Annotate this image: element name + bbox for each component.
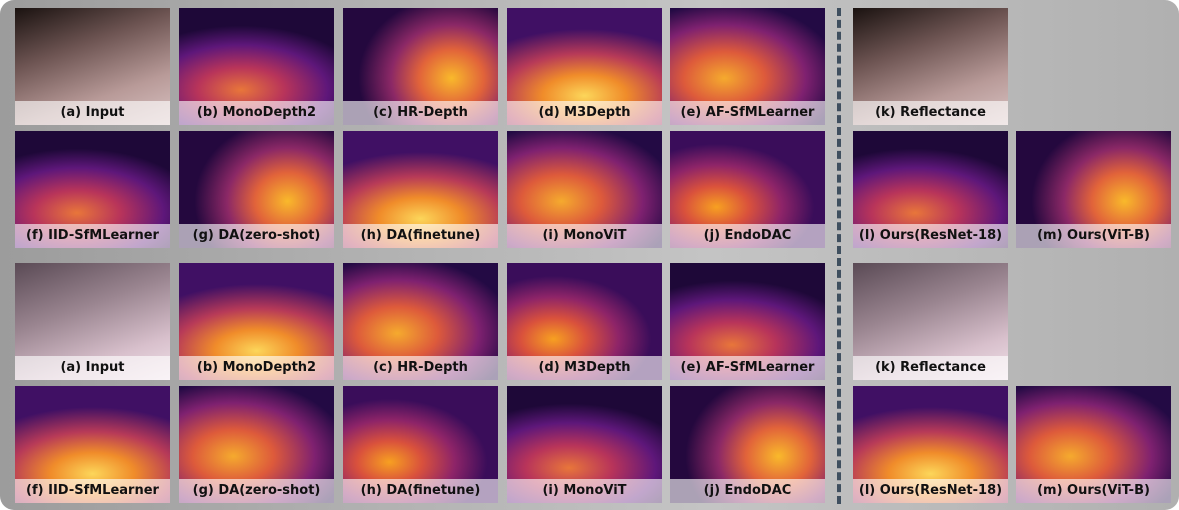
panel-label: (k) Reflectance — [853, 101, 1008, 125]
image-panel: (b) MonoDepth2 — [179, 263, 334, 380]
panel-label: (h) DA(finetune) — [343, 224, 498, 248]
image-panel: (d) M3Depth — [507, 263, 662, 380]
image-panel: (i) MonoViT — [507, 131, 662, 248]
panel-label: (c) HR-Depth — [343, 356, 498, 380]
image-panel: (h) DA(finetune) — [343, 386, 498, 503]
panel-label: (f) IID-SfMLearner — [15, 479, 170, 503]
image-panel: (e) AF-SfMLearner — [670, 263, 825, 380]
panel-label: (d) M3Depth — [507, 101, 662, 125]
image-panel: (d) M3Depth — [507, 8, 662, 125]
panel-label: (c) HR-Depth — [343, 101, 498, 125]
image-panel: (i) MonoViT — [507, 386, 662, 503]
image-panel: (c) HR-Depth — [343, 8, 498, 125]
panel-label: (e) AF-SfMLearner — [670, 356, 825, 380]
figure: (a) Input (b) MonoDepth2 (c) HR-Depth (d) M… — [0, 0, 1179, 510]
panel-label: (b) MonoDepth2 — [179, 101, 334, 125]
image-panel: (f) IID-SfMLearner — [15, 386, 170, 503]
panel-label: (j) EndoDAC — [670, 224, 825, 248]
panel-label: (m) Ours(ViT-B) — [1016, 224, 1171, 248]
image-panel: (k) Reflectance — [853, 263, 1008, 380]
panel-label: (b) MonoDepth2 — [179, 356, 334, 380]
panel-label: (m) Ours(ViT-B) — [1016, 479, 1171, 503]
image-panel: (a) Input — [15, 263, 170, 380]
panel-label: (i) MonoViT — [507, 479, 662, 503]
panel-label: (k) Reflectance — [853, 356, 1008, 380]
image-panel: (m) Ours(ViT-B) — [1016, 386, 1171, 503]
image-panel: (l) Ours(ResNet-18) — [853, 386, 1008, 503]
image-panel: (m) Ours(ViT-B) — [1016, 131, 1171, 248]
image-panel: (b) MonoDepth2 — [179, 8, 334, 125]
image-panel: (g) DA(zero-shot) — [179, 131, 334, 248]
panel-label: (g) DA(zero-shot) — [179, 479, 334, 503]
divider — [837, 8, 841, 504]
image-panel: (j) EndoDAC — [670, 386, 825, 503]
image-panel: (h) DA(finetune) — [343, 131, 498, 248]
image-panel: (e) AF-SfMLearner — [670, 8, 825, 125]
panel-label: (j) EndoDAC — [670, 479, 825, 503]
image-panel: (c) HR-Depth — [343, 263, 498, 380]
panel-label: (g) DA(zero-shot) — [179, 224, 334, 248]
image-panel: (f) IID-SfMLearner — [15, 131, 170, 248]
panel-label: (l) Ours(ResNet-18) — [853, 224, 1008, 248]
panel-label: (i) MonoViT — [507, 224, 662, 248]
panel-label: (l) Ours(ResNet-18) — [853, 479, 1008, 503]
panel-label: (f) IID-SfMLearner — [15, 224, 170, 248]
body: {"groups": [ {"row1": ["(a) Input", "(b)… — [0, 0, 1179, 510]
image-panel: (l) Ours(ResNet-18) — [853, 131, 1008, 248]
panel-label: (e) AF-SfMLearner — [670, 101, 825, 125]
panel-label: (h) DA(finetune) — [343, 479, 498, 503]
panel-label: (d) M3Depth — [507, 356, 662, 380]
page: body { margin: 0; width: 1179px; height:… — [0, 0, 1179, 510]
image-panel: (g) DA(zero-shot) — [179, 386, 334, 503]
image-panel: (k) Reflectance — [853, 8, 1008, 125]
panel-label: (a) Input — [15, 356, 170, 380]
panel-label: (a) Input — [15, 101, 170, 125]
image-panel: (a) Input — [15, 8, 170, 125]
image-panel: (j) EndoDAC — [670, 131, 825, 248]
